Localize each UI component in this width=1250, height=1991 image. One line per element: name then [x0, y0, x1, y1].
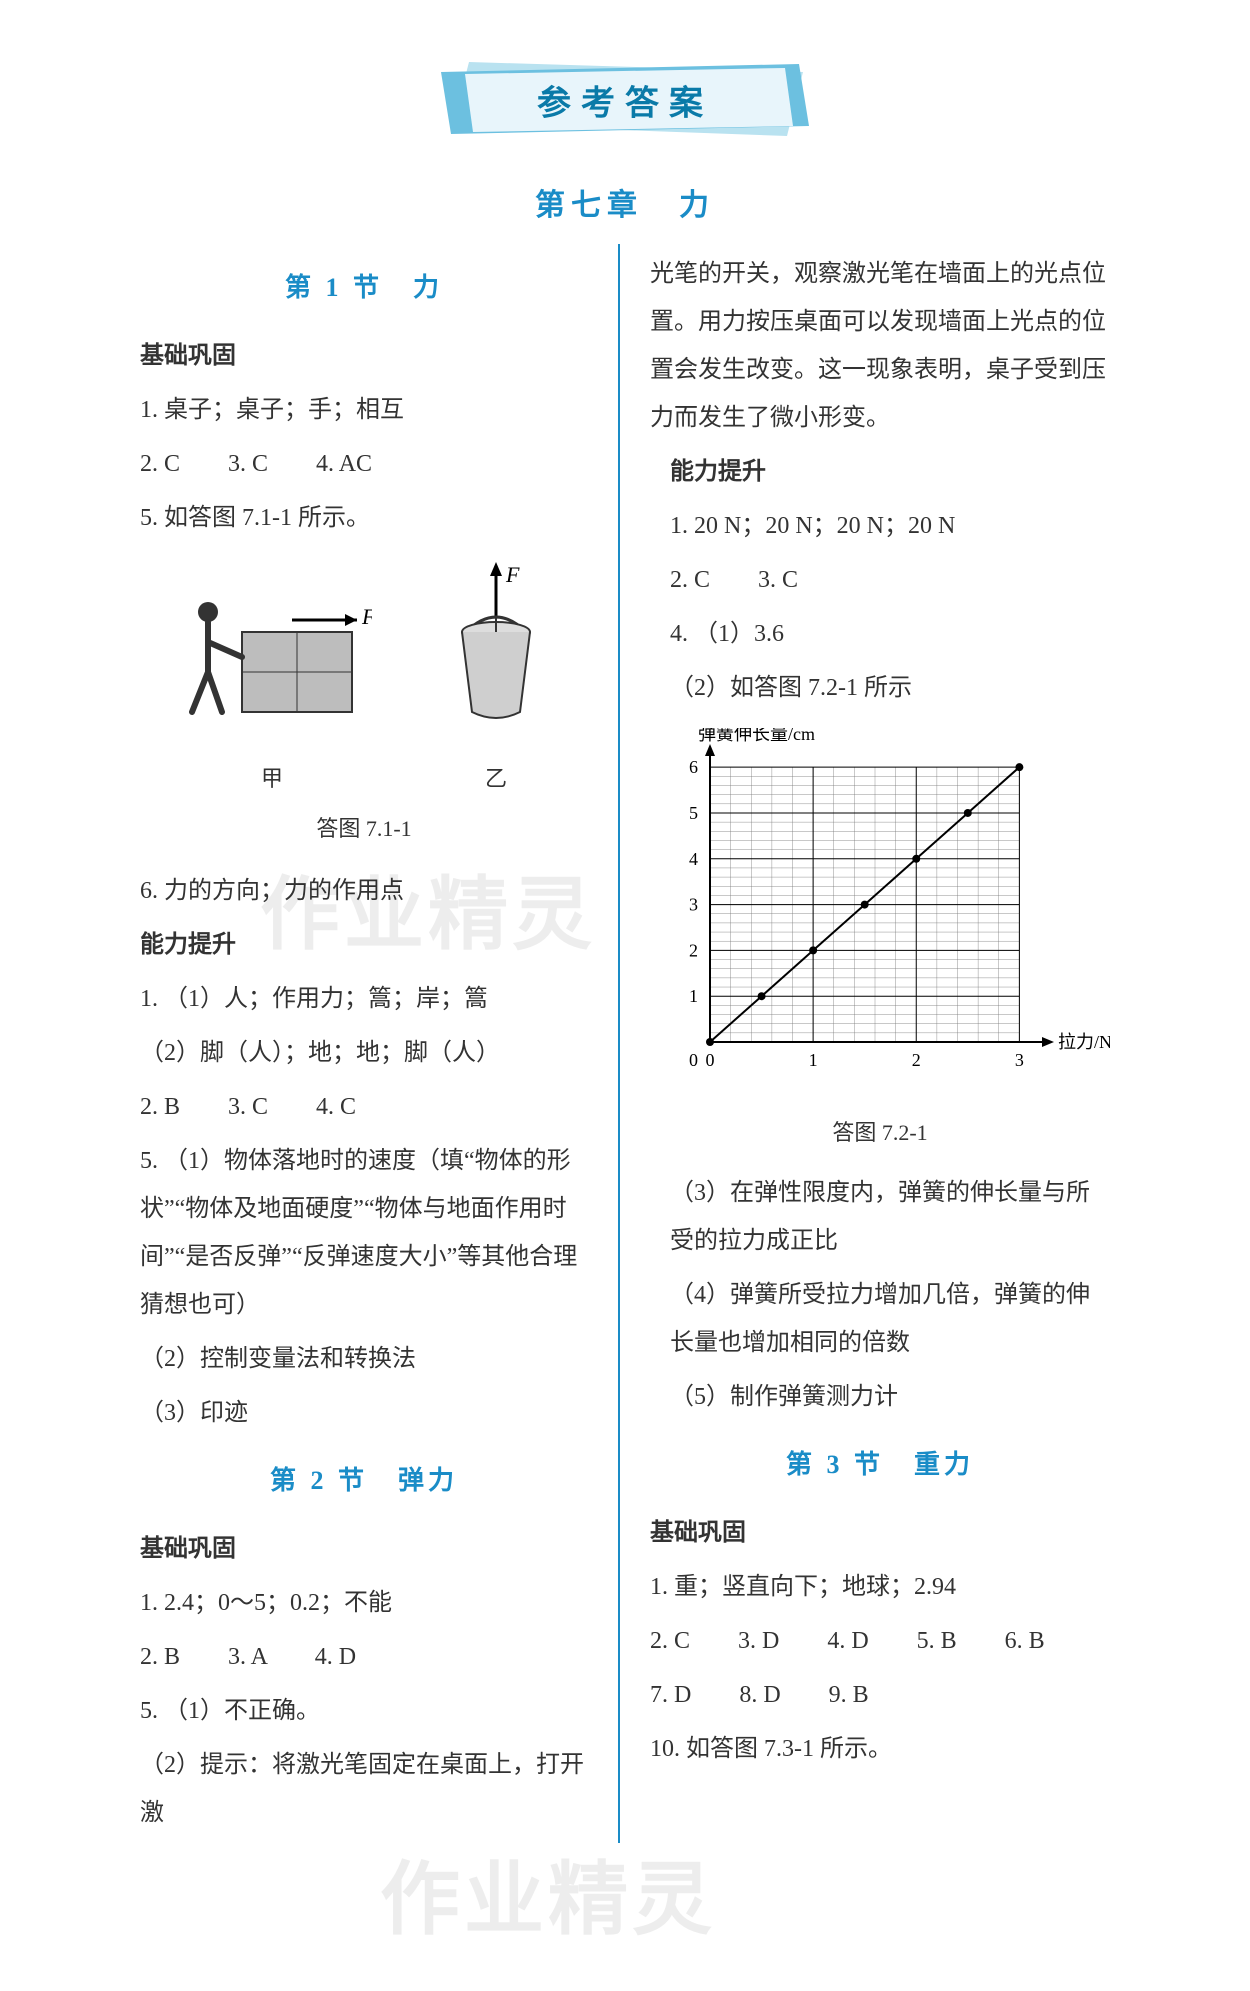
- figure-7-1-1-caption: 答图 7.1-1: [140, 807, 588, 851]
- right-q4c: （3）在弹性限度内，弹簧的伸长量与所受的拉力成正比: [670, 1169, 1110, 1265]
- chart-7-2-1: 0 1 2 3 1 2 3 4 5 6 0 弹簧伸长量/cm 拉力/N: [650, 728, 1110, 1105]
- sec3-q7: 7. D 8. D 9. B: [650, 1671, 1110, 1719]
- sec2-basic: 基础巩固 1. 2.4；0～5；0.2；不能 2. B 3. A 4. D 5.…: [140, 1525, 588, 1837]
- sec1-a5c: （3）印迹: [140, 1389, 588, 1437]
- svg-text:弹簧伸长量/cm: 弹簧伸长量/cm: [698, 728, 815, 744]
- sec2-basic-heading: 基础巩固: [140, 1525, 588, 1573]
- right-column: 光笔的开关，观察激光笔在墙面上的光点位置。用力按压桌面可以发现墙面上光点的位置会…: [620, 244, 1130, 1843]
- svg-text:1: 1: [809, 1050, 818, 1070]
- section-2-title: 第 2 节 弹力: [140, 1455, 588, 1507]
- svg-text:3: 3: [689, 895, 698, 915]
- chapter-title: 第七章 力: [0, 180, 1250, 224]
- figure-7-1-1: F 甲 F 乙: [140, 562, 588, 801]
- section-1-title: 第 1 节 力: [140, 262, 588, 314]
- chart-caption: 答图 7.2-1: [650, 1111, 1110, 1155]
- sec2-q1: 1. 2.4；0～5；0.2；不能: [140, 1579, 588, 1627]
- fig-label-left: 甲: [172, 757, 372, 801]
- figure-right-box: F 乙: [436, 562, 556, 801]
- page-columns: 第 1 节 力 基础巩固 1. 桌子；桌子；手；相互 2. C 3. C 4. …: [0, 244, 1250, 1923]
- svg-text:0: 0: [706, 1050, 715, 1070]
- sec1-a2: 2. B 3. C 4. C: [140, 1083, 588, 1131]
- cont-text: 光笔的开关，观察激光笔在墙面上的光点位置。用力按压桌面可以发现墙面上光点的位置会…: [650, 250, 1110, 442]
- sec2-q5a: 5. （1）不正确。: [140, 1687, 588, 1735]
- sec3-basic-heading: 基础巩固: [650, 1509, 1110, 1557]
- svg-text:1: 1: [689, 986, 698, 1006]
- svg-text:4: 4: [689, 849, 698, 869]
- fig-label-right: 乙: [436, 757, 556, 801]
- sec1-q6: 6. 力的方向；力的作用点: [140, 867, 588, 915]
- sec1-adv-heading: 能力提升: [140, 921, 588, 969]
- sec1-basic: 基础巩固 1. 桌子；桌子；手；相互 2. C 3. C 4. AC 5. 如答…: [140, 332, 588, 1437]
- svg-text:6: 6: [689, 757, 698, 777]
- right-q4b: （2）如答图 7.2-1 所示: [670, 664, 1110, 712]
- right-q1: 1. 20 N；20 N；20 N；20 N: [670, 502, 1110, 550]
- sec3-q10: 10. 如答图 7.3-1 所示。: [650, 1725, 1110, 1773]
- right-q2: 2. C 3. C: [670, 556, 1110, 604]
- sec3-q1: 1. 重；竖直向下；地球；2.94: [650, 1563, 1110, 1611]
- sec1-a1: 1. （1）人；作用力；篙；岸；篙: [140, 975, 588, 1023]
- banner: 参考答案: [435, 60, 815, 140]
- svg-text:3: 3: [1015, 1050, 1024, 1070]
- right-q4e: （5）制作弹簧测力计: [670, 1373, 1110, 1421]
- sec1-a1b: （2）脚（人）；地；地；脚（人）: [140, 1029, 588, 1077]
- spring-extension-chart: 0 1 2 3 1 2 3 4 5 6 0 弹簧伸长量/cm 拉力/N: [650, 728, 1110, 1088]
- sec1-basic-heading: 基础巩固: [140, 332, 588, 380]
- svg-text:0: 0: [689, 1050, 698, 1070]
- svg-text:2: 2: [912, 1050, 921, 1070]
- push-crate-icon: F: [172, 572, 372, 732]
- sec1-a5b: （2）控制变量法和转换法: [140, 1335, 588, 1383]
- bucket-icon: F: [436, 562, 556, 732]
- sec3-q2: 2. C 3. D 4. D 5. B 6. B: [650, 1617, 1110, 1665]
- sec2-q5b: （2）提示：将激光笔固定在桌面上，打开激: [140, 1741, 588, 1837]
- sec1-q2: 2. C 3. C 4. AC: [140, 440, 588, 488]
- figure-left-box: F 甲: [172, 572, 372, 801]
- sec1-q5: 5. 如答图 7.1-1 所示。: [140, 494, 588, 542]
- force-label-1: F: [361, 604, 372, 629]
- svg-text:5: 5: [689, 803, 698, 823]
- sec1-a5a: 5. （1）物体落地时的速度（填“物体的形状”“物体及地面硬度”“物体与地面作用…: [140, 1137, 588, 1329]
- right-q4a: 4. （1）3.6: [670, 610, 1110, 658]
- left-column: 第 1 节 力 基础巩固 1. 桌子；桌子；手；相互 2. C 3. C 4. …: [120, 244, 620, 1843]
- section-3-title: 第 3 节 重力: [650, 1439, 1110, 1491]
- sec1-q1: 1. 桌子；桌子；手；相互: [140, 386, 588, 434]
- right-answers: 光笔的开关，观察激光笔在墙面上的光点位置。用力按压桌面可以发现墙面上光点的位置会…: [650, 250, 1110, 1773]
- right-adv-heading: 能力提升: [670, 448, 1110, 496]
- sec2-q2: 2. B 3. A 4. D: [140, 1633, 588, 1681]
- banner-title: 参考答案: [537, 76, 713, 125]
- svg-text:拉力/N: 拉力/N: [1058, 1032, 1110, 1052]
- svg-text:2: 2: [689, 940, 698, 960]
- force-label-2: F: [505, 562, 520, 587]
- right-q4d: （4）弹簧所受拉力增加几倍，弹簧的伸长量也增加相同的倍数: [670, 1271, 1110, 1367]
